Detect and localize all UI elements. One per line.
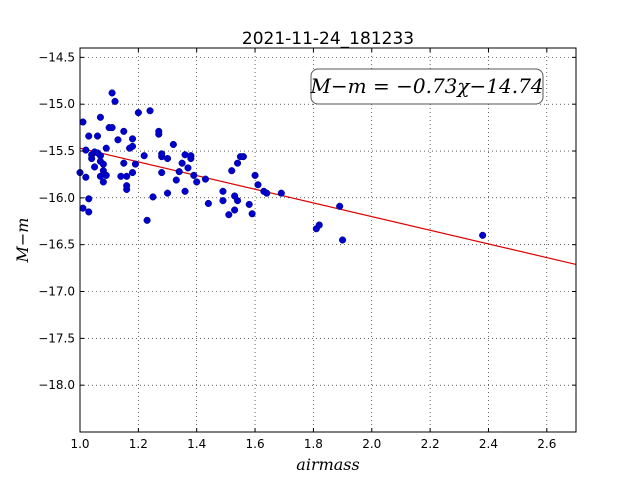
scatter-point	[99, 160, 107, 168]
scatter-point	[123, 172, 131, 180]
scatter-point	[163, 189, 172, 197]
scatter-point	[85, 195, 93, 203]
x-tick-label: 1.8	[304, 437, 323, 451]
scatter-point	[108, 124, 116, 132]
scatter-point	[82, 146, 90, 154]
x-tick-label: 1.6	[246, 437, 265, 451]
chart-title: 2021-11-24_181233	[242, 29, 414, 49]
scatter-point	[163, 154, 172, 163]
scatter-point	[254, 181, 262, 189]
scatter-point	[169, 140, 177, 149]
scatter-point	[102, 171, 110, 179]
scatter-point	[181, 151, 189, 159]
y-axis-label: M−m	[13, 218, 32, 264]
x-tick-label: 1.0	[70, 437, 89, 451]
y-tick-label: −18.0	[38, 378, 75, 392]
y-tick-label: −14.5	[38, 50, 75, 64]
scatter-point	[193, 178, 201, 186]
x-tick-label: 1.4	[187, 437, 206, 451]
scatter-point	[123, 182, 131, 190]
scatter-point	[120, 127, 128, 135]
ticks: 1.0 1.2 1.4 1.6 1.8 2.0 2.2 2.4 2.6 −14.5 −15.0 −15…	[38, 48, 576, 451]
scatter-point	[219, 187, 227, 195]
scatter-point	[111, 97, 119, 105]
scatter-point	[93, 132, 102, 140]
fit-equation: M−m = −0.73χ−14.74	[309, 74, 543, 98]
scatter-point	[88, 154, 96, 163]
scatter-point	[339, 236, 347, 244]
x-axis-label: airmass	[296, 455, 359, 474]
scatter-point	[239, 153, 247, 161]
scatter-point	[315, 221, 323, 229]
scatter-point	[231, 206, 239, 214]
y-tick-label: −15.0	[38, 97, 75, 111]
scatter-point	[102, 144, 110, 152]
scatter-point	[234, 159, 242, 167]
scatter-point	[479, 231, 487, 239]
grid	[79, 48, 576, 432]
scatter-point	[184, 164, 192, 172]
x-tick-label: 2.6	[537, 437, 556, 451]
y-tick-label: −15.5	[38, 144, 75, 158]
scatter-point	[120, 159, 128, 167]
plot-background	[80, 48, 576, 432]
x-tick-label: 2.4	[479, 437, 498, 451]
scatter-point	[277, 189, 285, 197]
scatter-point	[245, 200, 253, 208]
scatter-point	[131, 160, 139, 168]
scatter-point	[108, 89, 116, 97]
x-tick-label: 2.0	[362, 437, 381, 451]
scatter-point	[204, 199, 212, 208]
scatter-point	[149, 193, 157, 201]
scatter-point	[79, 204, 87, 212]
y-tick-label: −17.0	[38, 285, 75, 299]
scatter-point	[190, 171, 198, 179]
x-tick-label: 2.2	[421, 437, 440, 451]
scatter-point	[225, 211, 233, 219]
y-tick-label: −16.0	[38, 191, 75, 205]
scatter-point	[99, 178, 107, 186]
scatter-point	[143, 216, 151, 224]
scatter-point	[175, 168, 183, 176]
plot-frame	[79, 47, 577, 433]
scatter-point	[336, 202, 344, 210]
scatter-point	[79, 118, 87, 126]
scatter-point	[128, 169, 137, 177]
scatter-point	[146, 107, 154, 115]
scatter-point	[251, 171, 259, 179]
scatter-point	[201, 175, 210, 183]
scatter-point	[128, 142, 137, 150]
scatter-point	[172, 176, 180, 184]
x-tick-label: 1.2	[129, 437, 148, 451]
fit-line-layer	[79, 147, 577, 266]
scatter-point	[96, 113, 104, 121]
scatter-point	[155, 127, 163, 135]
y-tick-label: −16.5	[38, 238, 75, 252]
scatter-point	[228, 167, 236, 175]
scatter-point	[158, 169, 166, 177]
fit-line	[79, 147, 577, 266]
scatter-point	[91, 163, 99, 171]
scatter-point	[187, 152, 195, 160]
scatter-point	[85, 132, 93, 140]
fit-equation-box: M−m = −0.73χ−14.74	[309, 68, 544, 105]
scatter-point	[263, 189, 271, 197]
scatter-point	[181, 187, 189, 195]
scatter-point	[234, 197, 242, 205]
scatter-point	[158, 150, 166, 158]
scatter-point	[178, 159, 186, 167]
scatter-point	[82, 173, 90, 181]
scatter-point	[134, 109, 142, 117]
scatter-point	[128, 135, 137, 143]
y-tick-label: −17.5	[38, 331, 75, 345]
scatter-points	[76, 89, 487, 244]
scatter-point	[85, 208, 93, 216]
scatter-point	[248, 210, 256, 218]
scatter-point	[219, 197, 227, 205]
scatter-point	[114, 136, 122, 144]
scatter-point	[140, 152, 148, 160]
